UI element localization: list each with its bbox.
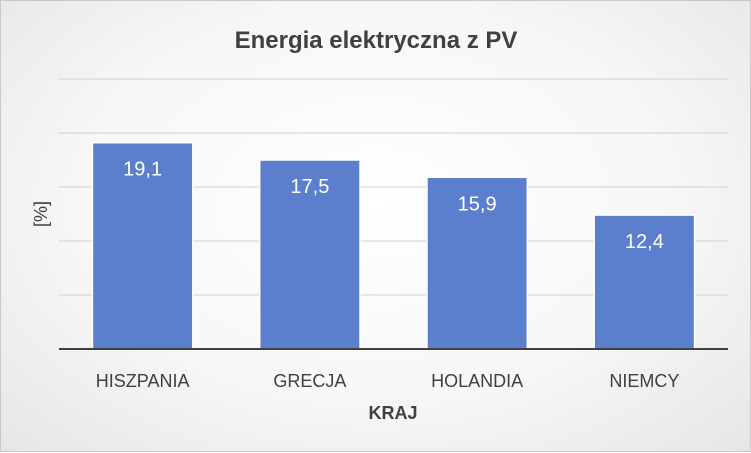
y-axis-title: [%] [31, 201, 51, 227]
x-tick-label-holandia: HOLANDIA [431, 371, 523, 391]
x-tick-label-grecja: GRECJA [273, 371, 346, 391]
x-tick-label-hiszpania: HISZPANIA [96, 371, 190, 391]
data-label-niemcy: 12,4 [625, 231, 664, 253]
x-tick-label-niemcy: NIEMCY [609, 371, 679, 391]
bar-niemcy [593, 214, 696, 350]
data-label-grecja: 17,5 [290, 176, 329, 198]
data-label-hiszpania: 19,1 [123, 159, 162, 181]
data-label-holandia: 15,9 [458, 193, 497, 215]
x-axis-title: KRAJ [368, 403, 417, 423]
data-labels: 19,1 17,5 15,9 12,4 [123, 159, 664, 253]
bars [91, 141, 696, 350]
chart-title: Energia elektryczna z PV [235, 27, 518, 54]
bar-holandia [426, 176, 529, 350]
bar-hiszpania [91, 141, 194, 350]
x-tick-labels: HISZPANIA GRECJA HOLANDIA NIEMCY [96, 371, 680, 391]
